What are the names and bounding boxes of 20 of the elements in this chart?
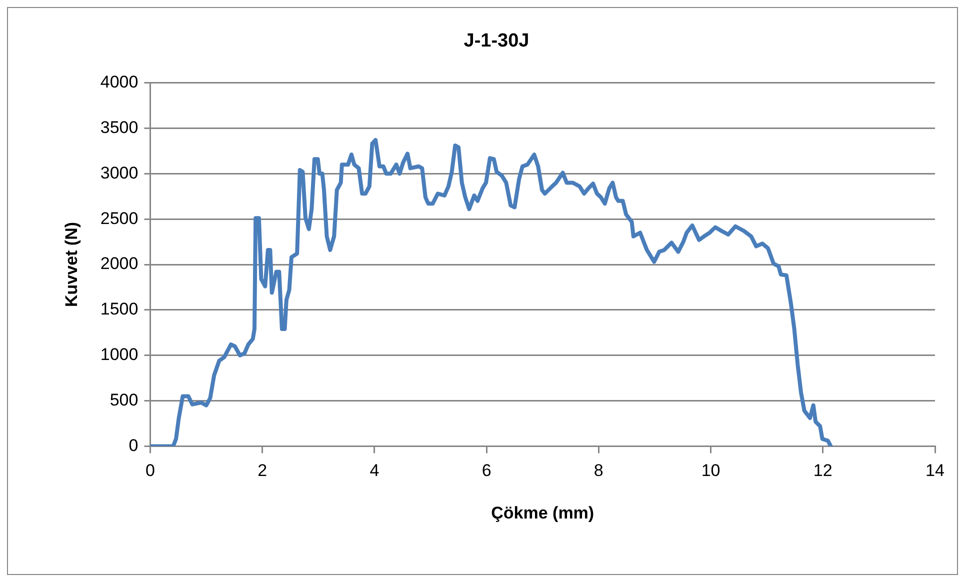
x-tick-label: 2 bbox=[258, 461, 268, 480]
chart-title: J-1-30J bbox=[464, 30, 530, 52]
y-tick-label: 2000 bbox=[100, 254, 138, 274]
x-tick-label: 0 bbox=[145, 461, 155, 480]
x-tick-label: 4 bbox=[370, 461, 380, 480]
y-tick-label: 3000 bbox=[100, 163, 138, 182]
x-tick-label: 10 bbox=[701, 461, 720, 480]
x-tick-label: 6 bbox=[482, 461, 492, 480]
y-tick-label: 2500 bbox=[100, 208, 138, 228]
y-tick-label: 1500 bbox=[100, 300, 138, 319]
y-tick-label: 3500 bbox=[100, 118, 138, 137]
y-tick-label: 4000 bbox=[100, 72, 138, 92]
y-tick-label: 0 bbox=[128, 436, 138, 455]
y-tick-label: 500 bbox=[110, 390, 138, 410]
y-axis-title: Kuvvet (N) bbox=[62, 222, 81, 308]
x-axis-title: Çökme (mm) bbox=[491, 503, 594, 522]
x-tick-label: 12 bbox=[813, 461, 832, 480]
x-tick-label: 8 bbox=[594, 461, 604, 480]
y-tick-label: 1000 bbox=[100, 345, 138, 364]
x-tick-label: 14 bbox=[926, 461, 944, 480]
